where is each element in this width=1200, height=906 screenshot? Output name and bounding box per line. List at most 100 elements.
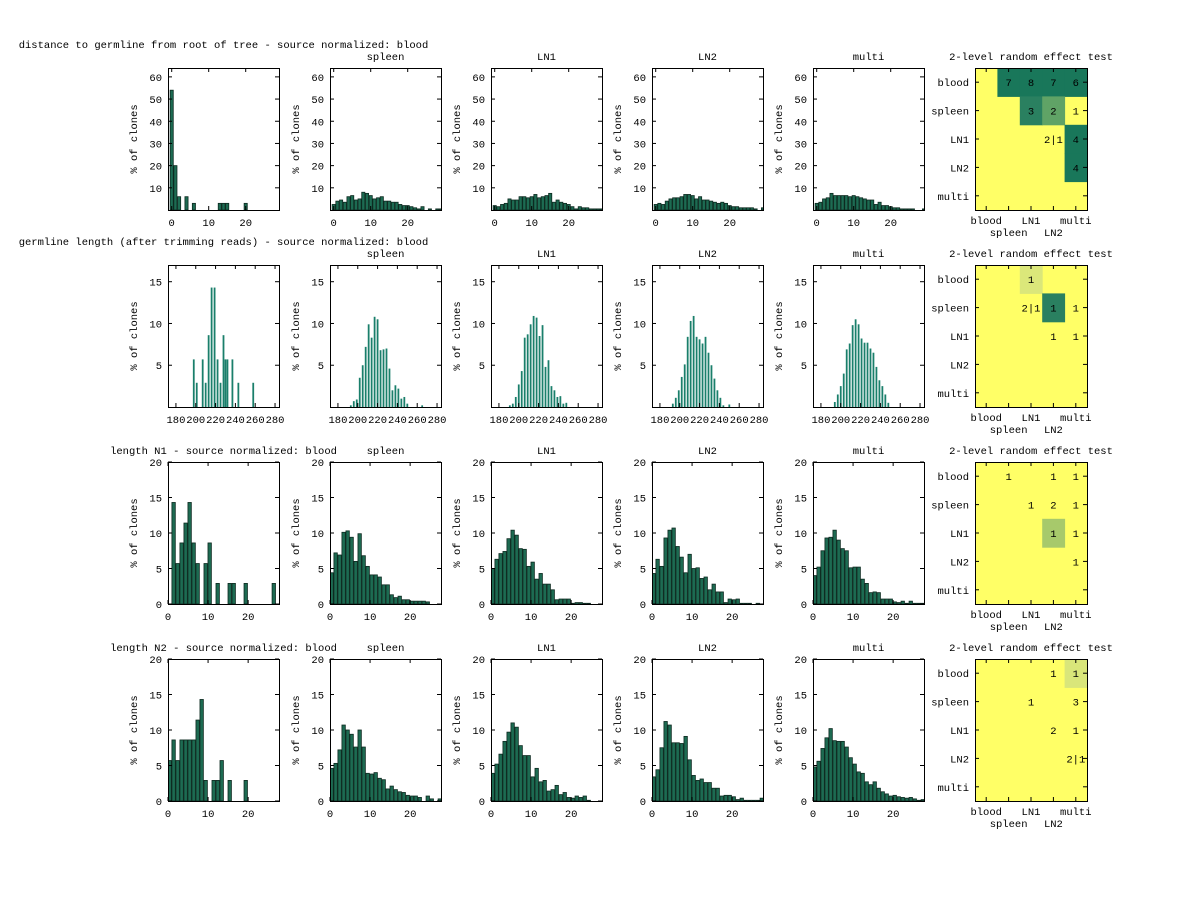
histogram-bar [381, 584, 386, 604]
histogram-bar [385, 348, 388, 407]
histogram-bar [562, 403, 565, 407]
y-tick-label: 20 [311, 458, 324, 470]
row-label: spleen [931, 107, 969, 119]
histogram-bar [903, 208, 908, 210]
histogram-bar [409, 206, 414, 210]
histogram-bar [563, 202, 567, 210]
y-tick-label: 15 [633, 278, 646, 290]
histogram-bar [707, 589, 712, 604]
x-tick-label: 0 [649, 809, 655, 821]
x-tick-label: 10 [202, 809, 215, 821]
histogram-bar [514, 396, 517, 407]
bars [813, 529, 924, 604]
x-tick-label: 0 [649, 612, 655, 624]
histogram-bar [713, 378, 716, 407]
histogram-bar [873, 204, 878, 210]
histogram-bar [379, 196, 384, 210]
histogram-bar [224, 359, 227, 407]
histogram-bar [383, 200, 388, 210]
histogram-bar [201, 359, 204, 407]
y-axis-label: % of clones [774, 301, 786, 370]
y-axis-label: % of clones [613, 498, 625, 567]
histogram-bar [582, 795, 587, 801]
chart-title: LN2 [698, 52, 717, 64]
column-label: spleen [990, 228, 1028, 240]
x-tick-label: 0 [488, 809, 494, 821]
y-tick-label: 0 [479, 600, 485, 612]
histogram-bar [705, 199, 710, 210]
histogram-bar [719, 397, 722, 407]
histogram-bar [679, 556, 684, 604]
histogram-bar [171, 739, 176, 801]
histogram-bar [522, 196, 527, 210]
histogram-bar [680, 376, 683, 407]
heatmap-cell [1019, 68, 1043, 97]
x-tick-label: 260 [569, 415, 588, 427]
x-tick-label: 220 [529, 415, 548, 427]
histogram-bar [695, 780, 700, 801]
y-tick-label: 20 [472, 458, 485, 470]
y-axis-label: % of clones [291, 498, 303, 567]
histogram-bar [207, 335, 210, 407]
histogram-bar [243, 583, 248, 604]
histogram-bar [671, 403, 674, 407]
histogram-bar [514, 726, 519, 801]
histogram-bar [435, 208, 440, 210]
plot-frame [168, 68, 280, 211]
y-tick-label: 0 [318, 797, 324, 809]
row-label: multi [937, 783, 969, 795]
histogram-bar [710, 365, 713, 407]
y-tick-label: 0 [156, 600, 162, 612]
histogram-bar [755, 799, 760, 801]
histogram-bar [333, 762, 338, 801]
histogram-bar [373, 772, 378, 801]
y-axis-label: % of clones [129, 104, 141, 173]
histogram-bar [243, 780, 248, 801]
histogram-bar [503, 202, 508, 210]
histogram-bar [675, 742, 680, 801]
histogram-bar [514, 534, 519, 604]
x-tick-label: 260 [891, 415, 910, 427]
histogram-bar [391, 390, 394, 407]
histogram-bar [369, 773, 374, 801]
histogram-bar [912, 602, 917, 604]
column-label: LN2 [1044, 622, 1063, 634]
row-label: blood [937, 275, 969, 287]
histogram-bar [904, 797, 909, 801]
histogram-bar [848, 757, 853, 801]
histogram-bar [686, 336, 689, 407]
histogram-panel: LN2 0 5 10 15 20 0 10 20 % of clones [613, 446, 764, 624]
y-tick-label: 20 [472, 655, 485, 667]
y-axis-label: % of clones [129, 301, 141, 370]
histogram-bar [361, 365, 364, 407]
histogram-bar [747, 602, 752, 604]
histogram-bar [866, 199, 871, 210]
y-tick-label: 50 [472, 95, 485, 107]
x-tick-label: 0 [169, 218, 175, 230]
histogram-bar [353, 561, 358, 604]
histogram-bar [365, 192, 369, 210]
chart-title: LN1 [537, 52, 556, 64]
y-tick-label: 30 [149, 139, 162, 151]
histogram-bar [382, 349, 385, 407]
plot-frame [491, 265, 603, 408]
heatmap-cell-label: 1 [1050, 529, 1056, 541]
y-tick-label: 20 [472, 162, 485, 174]
y-tick-label: 15 [311, 691, 324, 703]
column-label: LN1 [1022, 807, 1041, 819]
histogram-bar [397, 791, 402, 801]
histogram-bar [876, 787, 881, 801]
y-axis-label: % of clones [452, 498, 464, 567]
histogram-bar [494, 558, 499, 604]
histogram-bar [353, 746, 358, 801]
heatmap-cell-label: 1 [1050, 304, 1056, 316]
histogram-bar [695, 567, 700, 604]
histogram-bar [520, 371, 523, 407]
histogram-bar [743, 799, 748, 801]
histogram-bar [585, 207, 590, 210]
y-tick-label: 10 [472, 726, 485, 738]
histogram-bar [833, 401, 836, 407]
column-label: blood [970, 610, 1002, 622]
histogram-bar [679, 196, 684, 210]
histogram-bar [514, 199, 519, 210]
